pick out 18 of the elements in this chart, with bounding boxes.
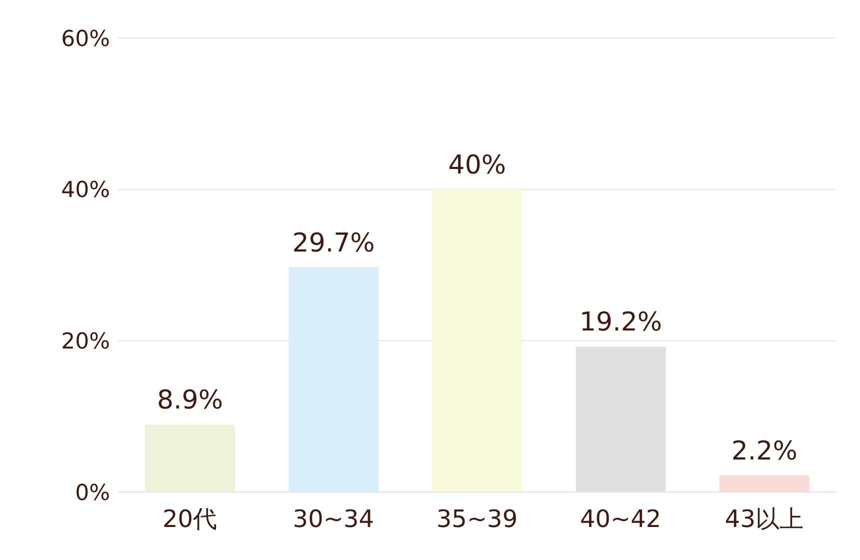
y-tick-label: 60% (61, 26, 110, 52)
x-tick-label: 20代 (162, 505, 218, 534)
x-tick-label: 40~42 (580, 505, 662, 534)
bar (288, 267, 379, 492)
x-tick-label: 43以上 (724, 505, 804, 534)
x-tick-label: 35~39 (436, 505, 518, 534)
x-tick-label: 30~34 (292, 505, 374, 534)
y-tick-label: 20% (61, 329, 110, 354)
data-label: 40% (448, 150, 506, 180)
y-tick-label: 0% (75, 480, 110, 506)
data-label: 2.2% (731, 436, 798, 466)
bar (719, 475, 810, 492)
bar (145, 424, 235, 492)
data-label: 29.7% (292, 228, 375, 258)
data-label: 19.2% (579, 308, 662, 338)
data-label: 8.9% (156, 386, 224, 416)
bar (432, 189, 522, 492)
y-tick-label: 40% (61, 178, 110, 204)
